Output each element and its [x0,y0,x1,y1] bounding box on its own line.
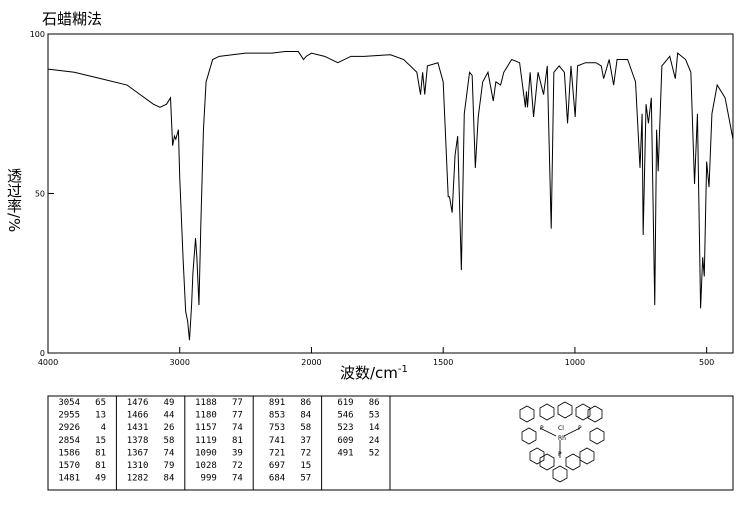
x-tick-label: 4000 [38,358,58,367]
x-axis-label-text: 波数/cm [340,364,398,382]
peak-wavenumber: 1282 [127,474,149,484]
x-tick-label: 3000 [170,358,190,367]
structure-label: P [540,425,544,432]
peak-wavenumber: 1570 [58,461,80,471]
structure-label: Rh [558,435,566,442]
y-axis-label: 透过率/% [5,168,23,232]
peak-wavenumber: 1481 [58,474,80,484]
peak-wavenumber: 891 [269,398,285,408]
x-axis-label-sup: -1 [398,364,408,375]
peak-wavenumber: 609 [337,436,353,446]
x-tick-label: 500 [699,358,714,367]
peak-wavenumber: 1378 [127,436,149,446]
peak-transmittance: 15 [95,436,106,446]
peak-wavenumber: 523 [337,423,353,433]
x-tick-label: 1000 [565,358,585,367]
peak-wavenumber: 1028 [195,461,217,471]
peak-wavenumber: 853 [269,411,285,421]
peak-wavenumber: 1586 [58,448,80,458]
peak-wavenumber: 3054 [58,398,80,408]
peak-wavenumber: 1466 [127,411,149,421]
chart-title: 石蜡糊法 [42,10,102,28]
peak-transmittance: 53 [369,411,380,421]
x-tick-label: 1500 [433,358,453,367]
peak-wavenumber: 697 [269,461,285,471]
y-tick-label: 50 [35,190,45,199]
peak-wavenumber: 1119 [195,436,217,446]
peak-transmittance: 57 [300,474,311,484]
peak-transmittance: 81 [95,448,106,458]
plot-frame [47,33,734,354]
peak-wavenumber: 1431 [127,423,149,433]
peak-wavenumber: 2854 [58,436,80,446]
peak-transmittance: 4 [101,423,106,433]
peak-wavenumber: 753 [269,423,285,433]
y-tick-label: 0 [40,349,45,358]
peak-transmittance: 72 [300,448,311,458]
structure-label: P [578,425,582,432]
peak-wavenumber: 741 [269,436,285,446]
peak-wavenumber: 999 [201,474,217,484]
peak-transmittance: 37 [300,436,311,446]
peak-transmittance: 84 [164,474,175,484]
x-axis-label: 波数/cm-1 [340,364,408,382]
structure [519,401,605,483]
peak-wavenumber: 619 [337,398,353,408]
peak-transmittance: 24 [369,436,380,446]
peak-wavenumber: 1188 [195,398,217,408]
peak-wavenumber: 491 [337,448,353,458]
peak-transmittance: 26 [164,423,175,433]
peak-transmittance: 39 [232,448,243,458]
peak-transmittance: 14 [369,423,380,433]
peak-transmittance: 77 [232,398,243,408]
peak-transmittance: 13 [95,411,106,421]
structure-labels: P Cl Rh P P [540,425,582,458]
peak-transmittance: 58 [164,436,175,446]
peak-transmittance: 58 [300,423,311,433]
peak-transmittance: 52 [369,448,380,458]
peak-wavenumber: 1090 [195,448,217,458]
peak-wavenumber: 2926 [58,423,80,433]
peak-transmittance: 84 [300,411,311,421]
peak-wavenumber: 1367 [127,448,149,458]
peak-transmittance: 65 [95,398,106,408]
peak-transmittance: 72 [232,461,243,471]
peak-wavenumber: 2955 [58,411,80,421]
peak-transmittance: 79 [164,461,175,471]
peak-transmittance: 15 [300,461,311,471]
peak-transmittance: 49 [95,474,106,484]
peak-transmittance: 74 [232,423,243,433]
peak-wavenumber: 684 [269,474,285,484]
peak-transmittance: 49 [164,398,175,408]
y-tick-label: 100 [30,30,45,39]
peak-wavenumber: 1310 [127,461,149,471]
peak-transmittance: 74 [232,474,243,484]
peak-transmittance: 86 [369,398,380,408]
peak-transmittance: 86 [300,398,311,408]
structure-label: Cl [558,425,564,432]
peak-wavenumber: 1180 [195,411,217,421]
peak-transmittance: 44 [164,411,175,421]
peak-transmittance: 81 [232,436,243,446]
x-tick-label: 2000 [301,358,321,367]
peak-transmittance: 74 [164,448,175,458]
peak-wavenumber: 1476 [127,398,149,408]
peak-transmittance: 81 [95,461,106,471]
peak-wavenumber: 721 [269,448,285,458]
peak-wavenumber: 1157 [195,423,217,433]
peak-transmittance: 77 [232,411,243,421]
spectrum-line [47,51,734,341]
structure-label: P [558,451,562,458]
peak-wavenumber: 546 [337,411,353,421]
